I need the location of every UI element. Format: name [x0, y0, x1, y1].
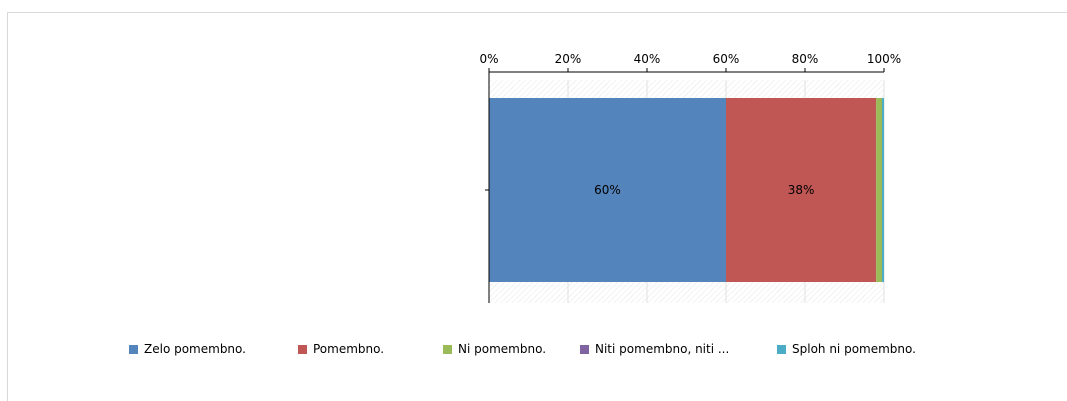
legend-label: Pomembno. — [313, 342, 385, 356]
data-label-zelo-pomembno: 60% — [594, 183, 621, 197]
bar-segment-sploh-ni-pomembno — [882, 98, 884, 282]
legend-item[interactable]: Zelo pomembno. — [129, 341, 246, 357]
legend-label: Ni pomembno. — [458, 342, 547, 356]
legend: Zelo pomembno. Pomembno. Ni pomembno. Niti … — [0, 341, 1067, 357]
x-tick-label: 20% — [555, 52, 582, 66]
x-tick-label: 40% — [634, 52, 661, 66]
x-tick-label: 60% — [713, 52, 740, 66]
legend-item[interactable]: Pomembno. — [298, 341, 384, 357]
tick-labels: 0% 20% 40% 60% 80% 100% — [479, 52, 901, 66]
legend-label: Zelo pomembno. — [144, 342, 246, 356]
x-tick-label: 80% — [792, 52, 819, 66]
legend-swatch — [129, 344, 138, 354]
legend-label: Niti pomembno, niti ... — [595, 342, 730, 356]
legend-swatch — [580, 344, 589, 354]
x-tick-label: 100% — [867, 52, 901, 66]
legend-label: Sploh ni pomembno. — [792, 342, 916, 356]
bar-segments — [489, 98, 884, 282]
chart-frame — [7, 12, 1067, 401]
legend-swatch — [298, 344, 307, 354]
legend-item[interactable]: Niti pomembno, niti ... — [580, 341, 729, 357]
bar-segment-zelo-pomembno — [489, 98, 726, 282]
bar-segment-ni-pomembno — [876, 98, 883, 282]
bar-segment-pomembno — [726, 98, 877, 282]
x-tick-label: 0% — [479, 52, 498, 66]
legend-swatch — [443, 344, 452, 354]
legend-swatch — [777, 344, 786, 354]
axes — [485, 68, 885, 303]
legend-item[interactable]: Sploh ni pomembno. — [777, 341, 916, 357]
data-label-pomembno: 38% — [788, 183, 815, 197]
legend-item[interactable]: Ni pomembno. — [443, 341, 546, 357]
data-labels: 60% 38% — [594, 183, 814, 197]
